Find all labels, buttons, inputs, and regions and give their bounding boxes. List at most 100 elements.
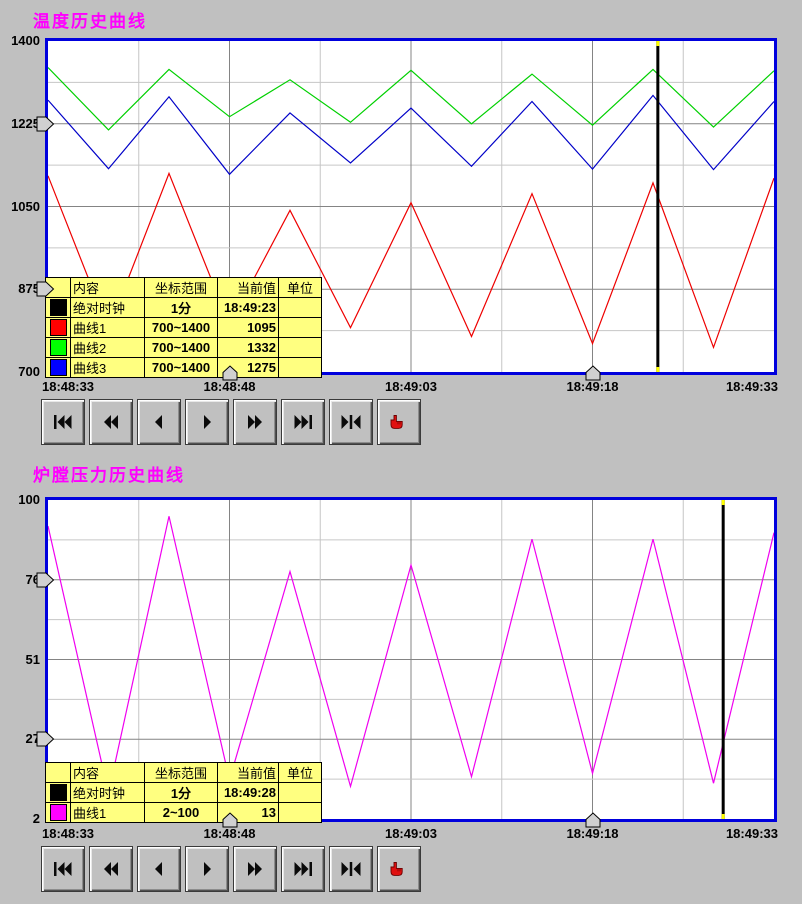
seek-to-cursor-button[interactable] xyxy=(329,399,373,445)
legend-header-row: 内容 坐标范围 当前值 单位 xyxy=(45,277,322,298)
curve-color-swatch xyxy=(49,359,67,376)
legend-row: 曲线3 700~1400 1275 xyxy=(45,357,322,378)
up-arrow-handle-icon xyxy=(222,812,237,828)
legend-unit-cell xyxy=(278,317,322,338)
x-axis-tick-label: 18:49:33 xyxy=(725,826,778,841)
legend-range-cell: 700~1400 xyxy=(144,317,218,338)
legend-value-cell: 1332 xyxy=(217,337,279,358)
x-scale-marker[interactable] xyxy=(585,365,601,386)
x-scale-marker[interactable] xyxy=(222,365,238,386)
rewind-icon xyxy=(104,862,118,876)
play-forward-icon xyxy=(204,862,211,876)
skip-to-end-button[interactable] xyxy=(281,399,325,445)
legend-header-row: 内容 坐标范围 当前值 单位 xyxy=(45,762,322,783)
seek-to-cursor-icon xyxy=(341,862,361,876)
legend-value-cell: 18:49:28 xyxy=(217,782,279,803)
y-scale-marker[interactable] xyxy=(36,731,55,752)
x-scale-marker[interactable] xyxy=(222,812,238,833)
step-back-icon xyxy=(155,415,162,429)
curve-color-swatch xyxy=(49,339,67,356)
x-axis-tick-label: 18:49:18 xyxy=(566,379,619,394)
y-scale-marker[interactable] xyxy=(36,572,55,593)
legend-content-cell: 绝对时钟 xyxy=(70,782,145,803)
up-arrow-handle-icon xyxy=(585,365,600,381)
skip-to-start-button[interactable] xyxy=(41,846,85,892)
fast-forward-button[interactable] xyxy=(233,846,277,892)
legend-range-cell: 1分 xyxy=(144,782,218,803)
legend-value-cell: 1095 xyxy=(217,317,279,338)
right-arrow-handle-icon xyxy=(36,116,55,132)
legend-table: 内容 坐标范围 当前值 单位 绝对时钟 1分 18:49:23 曲线1 700~1400 1095… xyxy=(45,277,322,378)
time-cursor[interactable] xyxy=(656,41,660,372)
y-axis-tick-label: 1400 xyxy=(11,33,40,48)
legend-content-cell: 绝对时钟 xyxy=(70,297,145,318)
hand-select-button[interactable] xyxy=(377,846,421,892)
y-axis-tick-label: 1050 xyxy=(11,198,40,214)
step-back-button[interactable] xyxy=(137,399,181,445)
hand-pointer-icon xyxy=(390,415,403,429)
skip-to-start-button[interactable] xyxy=(41,399,85,445)
transport-bar xyxy=(41,399,421,445)
time-cursor[interactable] xyxy=(721,500,725,819)
x-axis-tick-label: 18:48:48 xyxy=(203,379,256,394)
skip-to-end-button[interactable] xyxy=(281,846,325,892)
legend-unit-cell xyxy=(278,782,322,803)
y-axis-tick-label: 51 xyxy=(25,651,40,667)
legend-row: 曲线1 700~1400 1095 xyxy=(45,317,322,338)
legend-swatch-cell xyxy=(45,317,71,338)
fast-forward-button[interactable] xyxy=(233,399,277,445)
legend-unit-cell xyxy=(278,337,322,358)
x-axis-tick-label: 18:49:18 xyxy=(566,826,619,841)
legend-content-cell: 曲线3 xyxy=(70,357,145,378)
legend-header-cell: 内容 xyxy=(70,277,145,298)
legend-unit-cell xyxy=(278,297,322,318)
curve-color-swatch xyxy=(49,804,67,821)
legend-row: 绝对时钟 1分 18:49:28 xyxy=(45,782,322,803)
legend-swatch-cell xyxy=(45,337,71,358)
rewind-button[interactable] xyxy=(89,399,133,445)
legend-header-cell: 坐标范围 xyxy=(144,277,218,298)
legend-header-cell: 当前值 xyxy=(217,762,279,783)
legend-swatch-cell xyxy=(45,297,71,318)
trend-plot-area[interactable] xyxy=(45,38,777,375)
y-axis-tick-label: 700 xyxy=(18,364,40,379)
x-axis-tick-label: 18:48:48 xyxy=(203,826,256,841)
trend-line-曲线3 xyxy=(48,94,774,176)
seek-to-cursor-button[interactable] xyxy=(329,846,373,892)
play-forward-button[interactable] xyxy=(185,846,229,892)
hand-select-button[interactable] xyxy=(377,399,421,445)
legend-value-cell: 18:49:23 xyxy=(217,297,279,318)
right-arrow-handle-icon xyxy=(36,572,55,588)
x-axis-tick-label: 18:48:33 xyxy=(42,379,95,394)
fast-forward-icon xyxy=(248,415,262,429)
legend-range-cell: 700~1400 xyxy=(144,337,218,358)
right-arrow-handle-icon xyxy=(36,731,55,747)
x-scale-marker[interactable] xyxy=(585,812,601,833)
y-scale-marker[interactable] xyxy=(36,281,55,302)
rewind-icon xyxy=(104,415,118,429)
y-axis-tick-label: 1225 xyxy=(11,115,40,131)
x-axis-tick-label: 18:48:33 xyxy=(42,826,95,841)
x-axis-tick-label: 18:49:03 xyxy=(384,826,438,841)
legend-swatch-cell xyxy=(45,357,71,378)
y-axis-tick-label: 875 xyxy=(18,281,40,297)
play-forward-button[interactable] xyxy=(185,399,229,445)
y-scale-marker[interactable] xyxy=(36,116,55,137)
rewind-button[interactable] xyxy=(89,846,133,892)
legend-range-cell: 1分 xyxy=(144,297,218,318)
legend-content-cell: 曲线1 xyxy=(70,802,145,823)
legend-table: 内容 坐标范围 当前值 单位 绝对时钟 1分 18:49:28 曲线1 2~100 13 xyxy=(45,762,322,823)
curve-color-swatch xyxy=(49,299,67,316)
hand-pointer-icon xyxy=(390,862,403,876)
step-back-button[interactable] xyxy=(137,846,181,892)
legend-content-cell: 曲线1 xyxy=(70,317,145,338)
trend-line-曲线1 xyxy=(48,171,774,350)
legend-header-swatch-cell xyxy=(45,762,71,783)
curve-color-swatch xyxy=(49,784,67,801)
trend-line-曲线2 xyxy=(48,67,774,131)
y-axis-tick-label: 27 xyxy=(25,731,40,747)
up-arrow-handle-icon xyxy=(222,365,237,381)
right-arrow-handle-icon xyxy=(36,281,55,297)
